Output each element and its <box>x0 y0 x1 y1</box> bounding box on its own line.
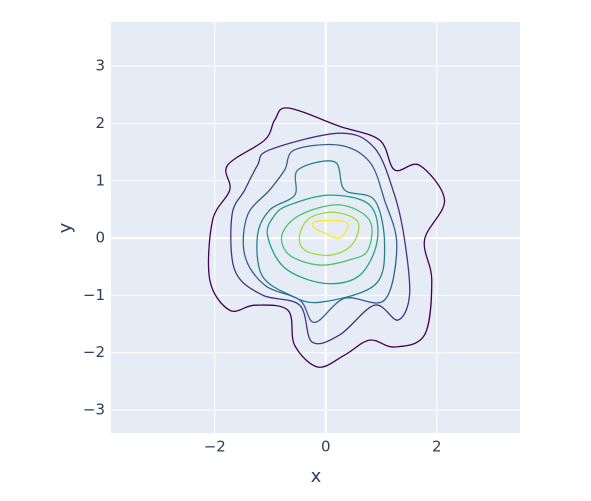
y-axis-title: y <box>55 222 76 233</box>
y-tick-label: −1 <box>83 286 105 304</box>
x-axis-title: x <box>311 466 322 487</box>
y-tick-label: 3 <box>95 57 105 75</box>
contour-line <box>207 107 446 368</box>
contour-line <box>266 194 379 285</box>
y-tick-label: 0 <box>95 229 105 247</box>
y-tick-label: −3 <box>83 401 105 419</box>
contour-line <box>242 143 398 324</box>
y-tick-label: −2 <box>83 343 105 361</box>
x-tick-label: 2 <box>432 438 442 456</box>
x-tick-label: 0 <box>321 438 331 456</box>
contour-line <box>280 204 373 266</box>
contour-line <box>256 160 386 304</box>
x-tick-label: −2 <box>204 438 226 456</box>
y-tick-label: 2 <box>95 114 105 132</box>
plot-background <box>111 22 520 433</box>
contour-line <box>298 211 360 257</box>
contour-line <box>312 219 349 240</box>
contour-line <box>230 132 411 345</box>
y-tick-label: 1 <box>95 171 105 189</box>
